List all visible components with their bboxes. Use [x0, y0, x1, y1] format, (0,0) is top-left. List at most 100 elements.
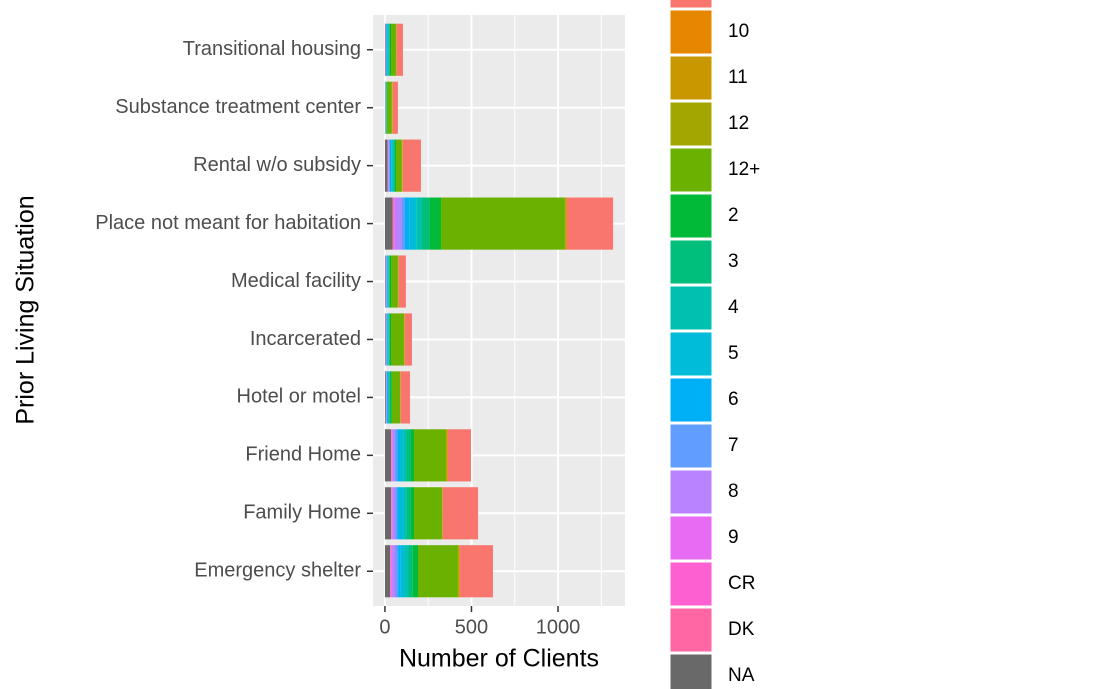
bar-segment: [409, 197, 417, 250]
legend-key: [669, 193, 713, 239]
bar-segment: [389, 371, 391, 424]
bar-segment: [391, 139, 393, 192]
y-tick-label: Family Home: [243, 502, 361, 524]
legend-key: [669, 55, 713, 101]
bar-segment: [391, 23, 397, 76]
bar-segment: [386, 23, 388, 76]
legend-key: [669, 377, 713, 423]
bar-segment: [391, 487, 392, 540]
x-tick-label: 0: [379, 616, 390, 638]
legend-label: 6: [728, 389, 739, 410]
bar-segment: [403, 429, 407, 482]
bar-segment: [396, 139, 402, 192]
bar-segment: [567, 197, 614, 250]
bar-segment: [429, 197, 442, 250]
bar-segment: [410, 429, 415, 482]
bar-segment: [400, 371, 411, 424]
legend-label: 2: [728, 205, 739, 226]
legend-label: 8: [728, 481, 739, 502]
bar-segment: [446, 429, 447, 482]
bar-segment: [388, 255, 390, 308]
bar-segment: [387, 255, 389, 308]
bar-segment: [387, 23, 388, 76]
bar-segment: [384, 255, 386, 308]
bar-segment: [402, 139, 421, 192]
bar-segment: [394, 139, 397, 192]
bar-segment: [400, 429, 404, 482]
bar-segment: [390, 545, 392, 598]
y-tick-label: Friend Home: [245, 444, 361, 466]
bar-segment: [384, 371, 386, 424]
bar-segment: [384, 23, 386, 76]
bar-segment: [395, 487, 398, 540]
bar-segment: [458, 545, 460, 598]
legend-key: [669, 331, 713, 377]
legend-key: [669, 561, 713, 607]
bar-segment: [400, 545, 406, 598]
bar-segment: [387, 23, 389, 76]
bar-segment: [418, 545, 458, 598]
legend-label: 12: [728, 113, 749, 134]
bar-segment: [384, 545, 391, 598]
bar-segment: [405, 545, 409, 598]
legend-label: CR: [728, 573, 755, 594]
bar-segment: [408, 545, 413, 598]
bar-segment: [384, 429, 391, 482]
bar-segment: [392, 81, 398, 134]
bar-segment: [405, 313, 412, 366]
bar-segment: [386, 371, 388, 424]
bar-segment: [388, 313, 389, 366]
legend-label: 9: [728, 527, 739, 548]
legend-label: DK: [728, 619, 755, 640]
bar-segment: [390, 371, 392, 424]
legend-label: 10: [728, 21, 749, 42]
bar-segment: [384, 313, 386, 366]
bar-segment: [388, 139, 390, 192]
bar-segment: [386, 255, 388, 308]
legend-key: [669, 0, 713, 9]
bar-segment: [387, 313, 389, 366]
bar-segment: [395, 545, 399, 598]
bar-segment: [389, 255, 391, 308]
legend-label: 7: [728, 435, 739, 456]
bar-segment: [396, 23, 403, 76]
bar-segment: [384, 197, 393, 250]
bar-segment: [391, 545, 393, 598]
bar-segment: [414, 429, 447, 482]
y-tick-label: Place not meant for habitation: [95, 212, 361, 234]
bar-segment: [564, 197, 566, 250]
bar-segment: [389, 313, 391, 366]
bar-segment: [392, 429, 395, 482]
legend-label: NA: [728, 665, 755, 686]
bar-segment: [392, 197, 394, 250]
bar-segment: [414, 487, 443, 540]
y-tick-label: Hotel or motel: [237, 386, 362, 408]
bar-segment: [391, 429, 392, 482]
bar-segment: [384, 487, 391, 540]
bar-segment: [406, 487, 411, 540]
legend-label: 12+: [728, 159, 760, 180]
bar-segment: [394, 429, 398, 482]
bar-segment: [457, 545, 459, 598]
bar-segment: [565, 197, 567, 250]
bar-segment: [397, 429, 400, 482]
legend-key: [669, 423, 713, 469]
bar-segment: [385, 313, 387, 366]
x-tick-label: 500: [455, 616, 488, 638]
bar-segment: [388, 371, 390, 424]
legend-key: [669, 239, 713, 285]
bar-segment: [392, 139, 394, 192]
bar-segment: [405, 197, 410, 250]
bar-segment: [441, 197, 565, 250]
y-tick-label: Emergency shelter: [194, 560, 361, 582]
y-tick-label: Substance treatment center: [115, 96, 361, 118]
legend-key: [669, 607, 713, 653]
bar-segment: [566, 197, 568, 250]
x-tick-label: 1000: [536, 616, 581, 638]
legend-key: [669, 9, 713, 55]
bar-segment: [391, 429, 393, 482]
bar-segment: [406, 429, 411, 482]
bar-segment: [391, 487, 393, 540]
bar-segment: [400, 487, 404, 540]
